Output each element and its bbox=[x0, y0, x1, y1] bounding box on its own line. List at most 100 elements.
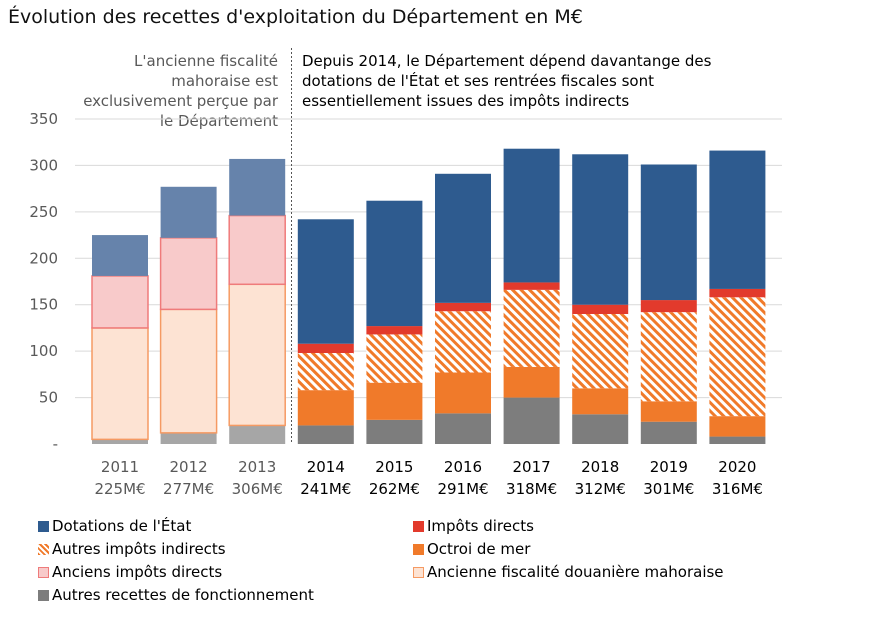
legend-swatch bbox=[413, 544, 424, 555]
bar-dotations-2017 bbox=[503, 148, 560, 283]
bar-impots_directs-2014 bbox=[297, 343, 354, 353]
bar-dotations-2019 bbox=[640, 164, 697, 301]
annotation-right: Depuis 2014, le Département dépend davan… bbox=[302, 52, 712, 110]
y-tick-label: 50 bbox=[39, 389, 58, 407]
total-label: 262M€ bbox=[369, 480, 420, 498]
bar-impots_directs-2019 bbox=[640, 300, 697, 313]
legend-item-autres_recettes: Autres recettes de fonctionnement bbox=[38, 585, 314, 605]
y-tick-label: 150 bbox=[29, 296, 58, 314]
chart-title: Évolution des recettes d'exploitation du… bbox=[8, 6, 583, 28]
legend-label: Octroi de mer bbox=[427, 540, 531, 558]
bar-impots_directs-2020 bbox=[709, 288, 766, 298]
y-axis: - 50 100 150 200 250 300 350 bbox=[29, 110, 58, 453]
x-tick-label: 2017 bbox=[513, 458, 551, 476]
bar-octroi-2014 bbox=[297, 390, 354, 426]
total-label: 312M€ bbox=[575, 480, 626, 498]
legend-swatch bbox=[38, 590, 49, 601]
x-tick-label: 2019 bbox=[650, 458, 688, 476]
total-label: 241M€ bbox=[300, 480, 351, 498]
bar-autres_recettes-2014 bbox=[297, 425, 354, 444]
y-tick-label: 100 bbox=[29, 342, 58, 360]
legend-item-ancienne_fiscalite: Ancienne fiscalité douanière mahoraise bbox=[413, 562, 724, 582]
legend-label: Autres recettes de fonctionnement bbox=[52, 586, 314, 604]
bar-anciens_directs-2013 bbox=[228, 214, 286, 286]
bar-autres_recettes-2018 bbox=[572, 414, 629, 444]
bar-impots_directs-2016 bbox=[435, 302, 491, 312]
bar-dotations-2020 bbox=[709, 150, 766, 289]
bar-dotations-2011 bbox=[92, 235, 148, 276]
bar-autres_indirects-2015 bbox=[366, 334, 423, 383]
legend-swatch bbox=[38, 544, 49, 555]
bar-impots_directs-2015 bbox=[366, 326, 423, 335]
bar-anciens_directs-2012 bbox=[159, 237, 218, 311]
bar-dotations-2013 bbox=[229, 158, 286, 216]
legend-item-dotations: Dotations de l'État bbox=[38, 516, 191, 536]
bars bbox=[91, 148, 766, 444]
total-label: 301M€ bbox=[643, 480, 694, 498]
bar-octroi-2019 bbox=[640, 401, 697, 422]
x-tick-label: 2020 bbox=[718, 458, 756, 476]
bar-dotations-2018 bbox=[572, 154, 629, 305]
y-tick-label: 250 bbox=[29, 203, 58, 221]
bar-ancienne_fiscalite-2011 bbox=[91, 327, 149, 441]
total-label: 318M€ bbox=[506, 480, 557, 498]
x-tick-label: 2018 bbox=[581, 458, 619, 476]
legend-item-autres_indirects: Autres impôts indirects bbox=[38, 539, 226, 559]
bar-autres_indirects-2020 bbox=[709, 297, 766, 417]
bar-autres_recettes-2012 bbox=[160, 432, 217, 444]
bar-autres_indirects-2018 bbox=[572, 314, 629, 389]
bar-ancienne_fiscalite-2012 bbox=[159, 308, 218, 434]
bar-impots_directs-2017 bbox=[503, 282, 560, 290]
legend-item-impots_directs: Impôts directs bbox=[413, 516, 534, 536]
legend-swatch bbox=[413, 567, 424, 578]
legend-label: Autres impôts indirects bbox=[52, 540, 226, 558]
bar-autres_recettes-2017 bbox=[503, 397, 560, 444]
legend-label: Dotations de l'État bbox=[52, 517, 192, 535]
x-tick-label: 2016 bbox=[444, 458, 482, 476]
bar-impots_directs-2018 bbox=[572, 304, 629, 314]
legend-swatch bbox=[413, 521, 424, 532]
bar-autres_recettes-2020 bbox=[709, 436, 766, 444]
bar-dotations-2012 bbox=[160, 186, 217, 238]
bar-autres_indirects-2014 bbox=[297, 353, 354, 391]
bar-ancienne_fiscalite-2013 bbox=[228, 283, 286, 427]
bar-dotations-2016 bbox=[435, 173, 491, 303]
bar-dotations-2014 bbox=[297, 219, 354, 344]
bar-octroi-2016 bbox=[435, 372, 491, 414]
y-tick-label: - bbox=[53, 435, 58, 453]
x-tick-label: 2013 bbox=[238, 458, 276, 476]
bar-octroi-2015 bbox=[366, 382, 423, 420]
legend-item-anciens_directs: Anciens impôts directs bbox=[38, 562, 222, 582]
x-tick-label: 2014 bbox=[307, 458, 345, 476]
total-label: 306M€ bbox=[232, 480, 283, 498]
total-label: 291M€ bbox=[437, 480, 488, 498]
legend-label: Anciens impôts directs bbox=[52, 563, 223, 581]
x-tick-label: 2012 bbox=[170, 458, 208, 476]
y-tick-label: 350 bbox=[29, 110, 58, 128]
legend-swatch bbox=[38, 567, 49, 578]
total-label: 225M€ bbox=[94, 480, 145, 498]
annotation-left: L'ancienne fiscalité mahoraise est exclu… bbox=[83, 52, 278, 130]
bar-octroi-2020 bbox=[709, 416, 766, 437]
bar-autres_recettes-2015 bbox=[366, 419, 423, 444]
bar-autres_indirects-2016 bbox=[435, 311, 491, 373]
bar-autres_indirects-2017 bbox=[503, 289, 560, 367]
total-label: 277M€ bbox=[163, 480, 214, 498]
x-tick-label: 2011 bbox=[101, 458, 139, 476]
legend-label: Impôts directs bbox=[427, 517, 534, 535]
bar-autres_indirects-2019 bbox=[640, 312, 697, 402]
bar-dotations-2015 bbox=[366, 200, 423, 327]
bar-octroi-2017 bbox=[503, 366, 560, 398]
x-tick-label: 2015 bbox=[375, 458, 413, 476]
x-axis: 2011 225M€ 2012 277M€ 2013 306M€ 2014 241M€ 2015… bbox=[94, 458, 763, 498]
bar-autres_recettes-2019 bbox=[640, 421, 697, 444]
bar-autres_recettes-2016 bbox=[435, 413, 491, 444]
bar-autres_recettes-2013 bbox=[229, 425, 286, 444]
y-tick-label: 300 bbox=[29, 156, 58, 174]
bar-octroi-2018 bbox=[572, 388, 629, 415]
y-tick-label: 200 bbox=[29, 249, 58, 267]
legend-label: Ancienne fiscalité douanière mahoraise bbox=[427, 563, 724, 581]
bar-autres_recettes-2011 bbox=[92, 439, 148, 444]
bar-anciens_directs-2011 bbox=[91, 275, 149, 329]
